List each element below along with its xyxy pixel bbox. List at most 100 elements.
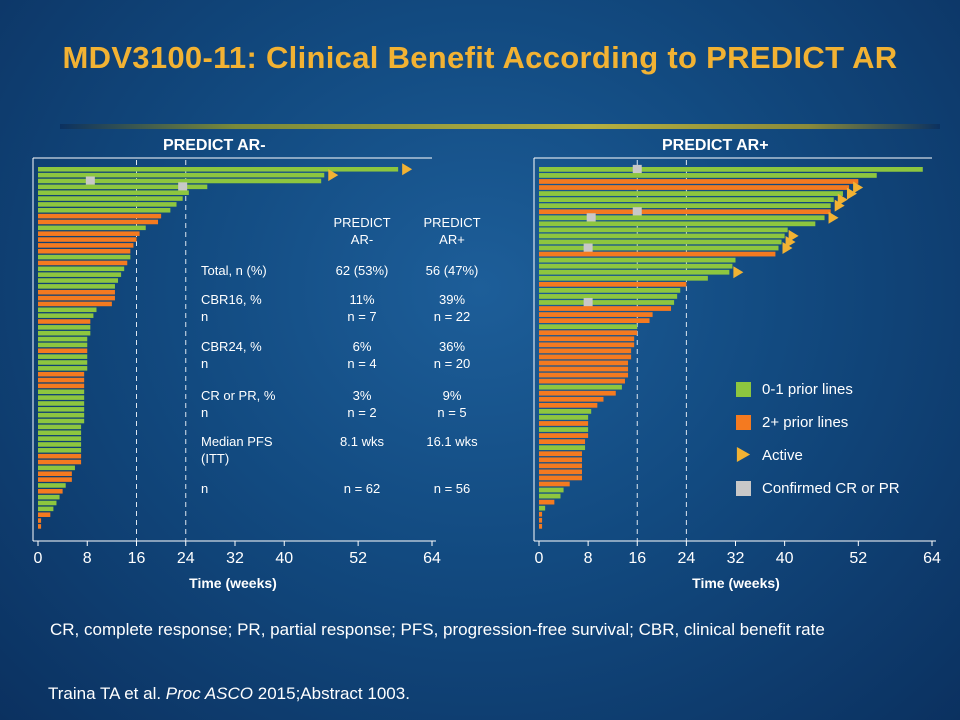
table-cell: 16.1 wks (426, 434, 478, 449)
swimmer-bar (38, 494, 60, 500)
confirmed-response-marker (586, 213, 596, 223)
table-row-label: Total, n (%) (201, 263, 267, 278)
swimmer-bar (38, 524, 42, 529)
swimmer-bar (38, 225, 146, 231)
swimmer-bar (539, 378, 625, 384)
x-tick-label: 0 (535, 550, 544, 567)
swimmer-bar (539, 481, 570, 487)
swimmer-bar (539, 439, 586, 444)
table-cell: n = 62 (343, 481, 381, 496)
swimmer-bar (539, 511, 543, 517)
swimmer-bar (38, 219, 159, 225)
table-cell: 9% n = 5 (437, 388, 467, 420)
swimmer-bar (539, 173, 877, 178)
table-row-label: CBR24, % n (201, 339, 262, 371)
swimmer-bar (38, 395, 85, 400)
swimmer-bar (539, 275, 708, 281)
swimmer-bar (539, 269, 730, 275)
active-marker (782, 242, 793, 255)
swimmer-bar (38, 313, 94, 318)
x-tick-label: 52 (349, 550, 367, 567)
swimmer-bar (38, 243, 134, 248)
title-divider (60, 124, 940, 129)
x-tick-label: 16 (628, 550, 646, 567)
swimmer-bar (539, 306, 672, 311)
swimmer-bar (38, 237, 137, 242)
swimmer-bar (539, 251, 776, 257)
swimmer-bar (539, 318, 650, 323)
swimmer-bar (539, 427, 589, 432)
triangle-icon (736, 447, 751, 462)
swimmer-bar (38, 459, 82, 465)
swimmer-bar (38, 342, 88, 348)
x-axis-label: Time (weeks) (692, 575, 780, 591)
swimmer-bar (539, 215, 825, 221)
x-axis-label: Time (weeks) (189, 575, 277, 591)
confirmed-response-marker (632, 207, 642, 217)
table-cell: 8.1 wks (339, 434, 385, 449)
swimmer-bar (539, 312, 653, 317)
active-marker (785, 235, 796, 248)
swimmer-bar (38, 213, 162, 219)
swimmer-bar (38, 295, 115, 301)
swimmer-bar (38, 500, 57, 506)
swimmer-bar (38, 383, 85, 389)
swimmer-bar (539, 493, 561, 499)
swimmer-bar (38, 371, 85, 377)
swimmer-bar (539, 330, 638, 336)
swimmer-bar (539, 445, 586, 451)
swimmer-bar (539, 517, 543, 523)
swimmer-bar (38, 178, 322, 184)
active-marker (733, 266, 744, 279)
swimmer-bar (38, 336, 88, 342)
swimmer-bar (38, 483, 66, 488)
swimmer-bar (38, 489, 63, 494)
active-marker (328, 169, 339, 182)
x-tick-label: 40 (275, 550, 293, 567)
swimmer-bar (38, 389, 85, 395)
swimmer-bar (38, 418, 85, 424)
confirmed-response-marker (583, 297, 593, 307)
active-marker (788, 229, 799, 242)
swimmer-bar (38, 465, 75, 471)
table-row-label: Median PFS (ITT) (201, 434, 273, 466)
panel-title-ar-neg: PREDICT AR- (163, 137, 266, 154)
swimmer-bar (38, 284, 115, 289)
swimmer-bar (38, 266, 125, 272)
swimmer-bar (539, 233, 785, 239)
swimmer-bar (38, 172, 325, 178)
swimmer-bar (38, 477, 72, 482)
swimmer-bar (539, 263, 733, 269)
confirmed-response-marker (632, 164, 642, 174)
swimmer-bar (38, 202, 177, 207)
swimmer-bar (539, 354, 632, 360)
table-cell: 62 (53%) (335, 263, 389, 278)
x-tick-label: 64 (923, 550, 941, 567)
table-header-ar-neg: PREDICT AR- (333, 215, 391, 247)
swimmer-bar (38, 231, 140, 236)
panel-title-ar-pos: PREDICT AR+ (662, 137, 769, 154)
swimmer-bar (38, 471, 72, 477)
swimmer-bar (38, 278, 119, 283)
table-cell: n = 56 (433, 481, 471, 496)
table-cell: 56 (47%) (425, 263, 479, 278)
swimmer-bar (38, 448, 82, 453)
swimmer-bar (38, 377, 85, 383)
confirmed-response-marker (583, 243, 593, 253)
orange-square-icon (736, 415, 751, 430)
swimmer-bar (539, 463, 582, 469)
swimmer-bar (539, 239, 782, 245)
swimmer-bar (539, 348, 632, 354)
x-tick-label: 64 (423, 550, 441, 567)
swimmer-bar (539, 384, 622, 390)
swimmer-bar (539, 415, 589, 420)
swimmer-bar (38, 424, 82, 430)
active-marker (402, 163, 413, 176)
swimmer-bar (38, 272, 122, 277)
footnote: CR, complete response; PR, partial respo… (50, 620, 825, 639)
table-cell: 3% n = 2 (347, 388, 377, 420)
active-marker (834, 199, 845, 212)
table-cell: 11% n = 7 (347, 292, 377, 324)
swimmer-bar (539, 433, 589, 438)
